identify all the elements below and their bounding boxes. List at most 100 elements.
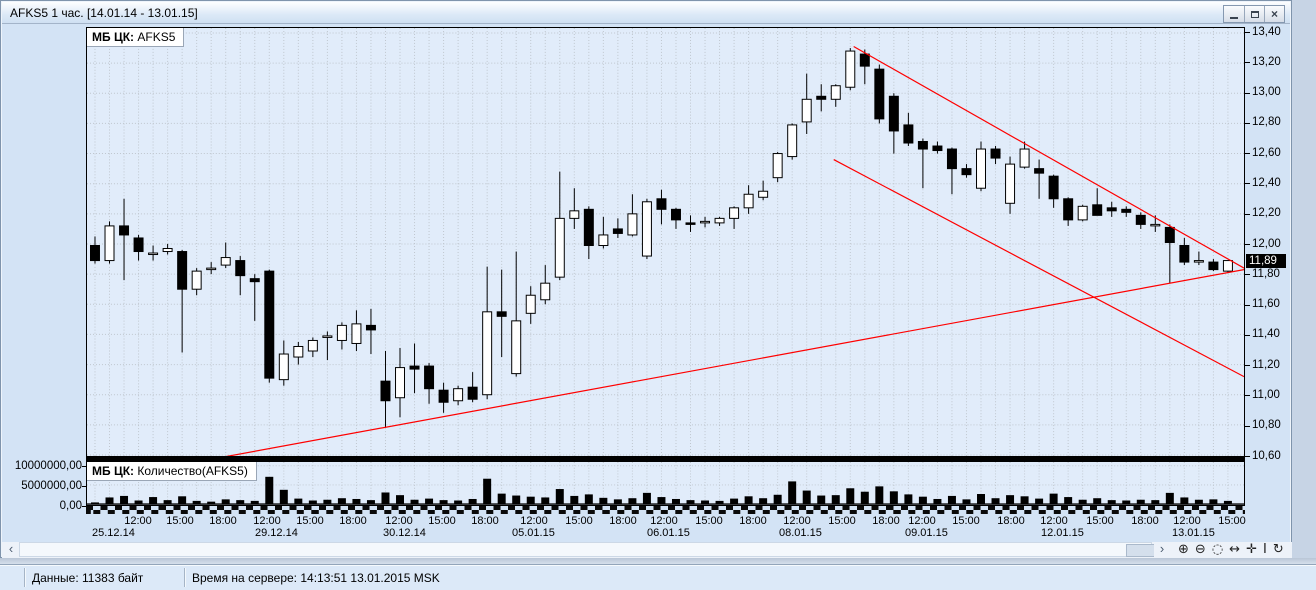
volume-bar bbox=[1049, 493, 1058, 505]
candle-down bbox=[1121, 208, 1132, 213]
time-label: 12:00 bbox=[783, 515, 811, 527]
candle-down bbox=[1092, 204, 1103, 216]
date-label: 29.12.14 bbox=[255, 527, 298, 539]
price-tick-mark bbox=[1245, 395, 1250, 397]
candle-down bbox=[946, 148, 957, 170]
candle-up bbox=[801, 98, 812, 123]
price-tick-mark bbox=[1245, 32, 1250, 33]
status-server-time: Время на сервере: 14:13:51 13.01.2015 MS… bbox=[192, 571, 440, 585]
volume-tick-mark bbox=[82, 466, 86, 467]
candle-up bbox=[714, 217, 725, 224]
title-bar[interactable]: AFKS5 1 час. [14.01.14 - 13.01.15] × bbox=[2, 2, 1290, 24]
restore-button[interactable] bbox=[1244, 6, 1264, 22]
volume-bar bbox=[1035, 498, 1044, 505]
window-controls: × bbox=[1223, 5, 1285, 23]
price-tick-mark bbox=[1245, 334, 1250, 336]
volume-pane-label-class: МБ ЦК: bbox=[92, 464, 135, 478]
price-tick-label: 11,00 bbox=[1252, 388, 1280, 401]
time-label: 18:00 bbox=[339, 515, 367, 527]
candle-down bbox=[903, 124, 914, 144]
candle-down bbox=[1106, 207, 1117, 212]
crosshair-icon[interactable]: I bbox=[1262, 542, 1267, 557]
price-tick-mark bbox=[1245, 244, 1250, 245]
minimize-button[interactable] bbox=[1224, 6, 1244, 22]
channel-descending[interactable] bbox=[833, 159, 1244, 378]
refresh-icon[interactable]: ↻ bbox=[1272, 542, 1284, 557]
time-label: 18:00 bbox=[997, 515, 1025, 527]
pane-separator[interactable] bbox=[86, 457, 1245, 461]
candle-up bbox=[307, 339, 318, 352]
zoom-in-icon[interactable]: ⊕ bbox=[1178, 542, 1189, 557]
candle-up bbox=[395, 367, 406, 399]
price-tick-label: 12,40 bbox=[1252, 176, 1281, 189]
volume-bar bbox=[1180, 497, 1189, 505]
candle-down bbox=[859, 53, 870, 67]
volume-bar bbox=[628, 498, 637, 505]
scroll-right-button[interactable]: › bbox=[1154, 542, 1170, 557]
candle-up bbox=[278, 353, 289, 381]
price-tick-mark bbox=[1245, 365, 1250, 367]
volume-bar bbox=[991, 498, 1000, 505]
time-label: 12:00 bbox=[1040, 515, 1068, 527]
candle-up bbox=[729, 207, 740, 219]
price-tick-mark bbox=[1245, 456, 1250, 457]
support-ascending[interactable] bbox=[210, 269, 1244, 456]
volume-bar bbox=[599, 497, 608, 505]
candle-up bbox=[598, 234, 609, 246]
volume-bar bbox=[512, 495, 521, 505]
zoom-out-icon[interactable]: ⊖ bbox=[1194, 542, 1206, 557]
pan-icon[interactable]: ✛ bbox=[1246, 542, 1257, 557]
scrollbar-track[interactable] bbox=[19, 542, 1170, 557]
time-label: 18:00 bbox=[209, 515, 237, 527]
date-label: 30.12.14 bbox=[383, 527, 426, 539]
volume-tick-label: 10000000,00 bbox=[14, 459, 82, 472]
price-axis[interactable]: 13,40 13,20 13,00 12,80 12,60 12,40 12,20 12,00… bbox=[1245, 25, 1293, 506]
candle-down bbox=[89, 245, 100, 262]
time-label: 18:00 bbox=[609, 515, 637, 527]
volume-bar bbox=[1064, 497, 1073, 505]
volume-bar bbox=[1006, 495, 1015, 505]
date-label: 12.01.15 bbox=[1041, 527, 1084, 539]
fit-width-icon[interactable]: ↔ bbox=[1229, 542, 1241, 557]
candle-up bbox=[627, 213, 638, 236]
resistance-descending[interactable] bbox=[853, 46, 1244, 269]
time-label: 12:00 bbox=[908, 515, 936, 527]
candle-down bbox=[496, 311, 507, 317]
chart-client-area: МБ ЦК: AFKS5 МБ ЦК: Количество(AFKS5) 13… bbox=[2, 25, 1293, 558]
price-pane-label: МБ ЦК: AFKS5 bbox=[87, 28, 185, 47]
price-tick-label: 12,20 bbox=[1252, 207, 1281, 220]
candle-down bbox=[656, 198, 667, 210]
candle-up bbox=[191, 270, 202, 290]
date-label: 05.01.15 bbox=[512, 527, 555, 539]
zoom-region-icon[interactable]: ◌ bbox=[1211, 542, 1224, 557]
candle-down bbox=[1179, 245, 1190, 263]
volume-bar bbox=[846, 488, 855, 505]
candle-up bbox=[293, 345, 304, 358]
volume-bar bbox=[425, 498, 434, 505]
volume-bar bbox=[889, 491, 898, 505]
candle-up bbox=[206, 267, 217, 271]
candle-up bbox=[511, 320, 522, 375]
price-tick-label: 13,00 bbox=[1252, 86, 1281, 99]
volume-pane[interactable] bbox=[86, 461, 1245, 506]
candle-up bbox=[540, 282, 551, 301]
candle-up bbox=[569, 210, 580, 219]
price-tick-label: 12,60 bbox=[1252, 146, 1281, 159]
volume-bar bbox=[381, 492, 390, 505]
status-data-size: Данные: 11383 байт bbox=[32, 571, 144, 585]
price-pane[interactable] bbox=[86, 27, 1245, 457]
close-button[interactable]: × bbox=[1264, 6, 1284, 22]
tick-row-lower bbox=[86, 510, 1245, 514]
date-label: 06.01.15 bbox=[647, 527, 690, 539]
candle-down bbox=[1208, 261, 1219, 271]
volume-bar bbox=[149, 497, 158, 505]
volume-bar bbox=[526, 496, 535, 505]
volume-tick-label: 0,00 bbox=[59, 499, 82, 512]
candle-up bbox=[787, 124, 798, 158]
scroll-left-button[interactable]: ‹ bbox=[3, 542, 19, 557]
candle-down bbox=[1063, 198, 1074, 221]
candle-up bbox=[148, 252, 159, 256]
time-label: 15:00 bbox=[296, 515, 324, 527]
price-tick-mark bbox=[1245, 122, 1250, 124]
candle-down bbox=[264, 270, 275, 379]
